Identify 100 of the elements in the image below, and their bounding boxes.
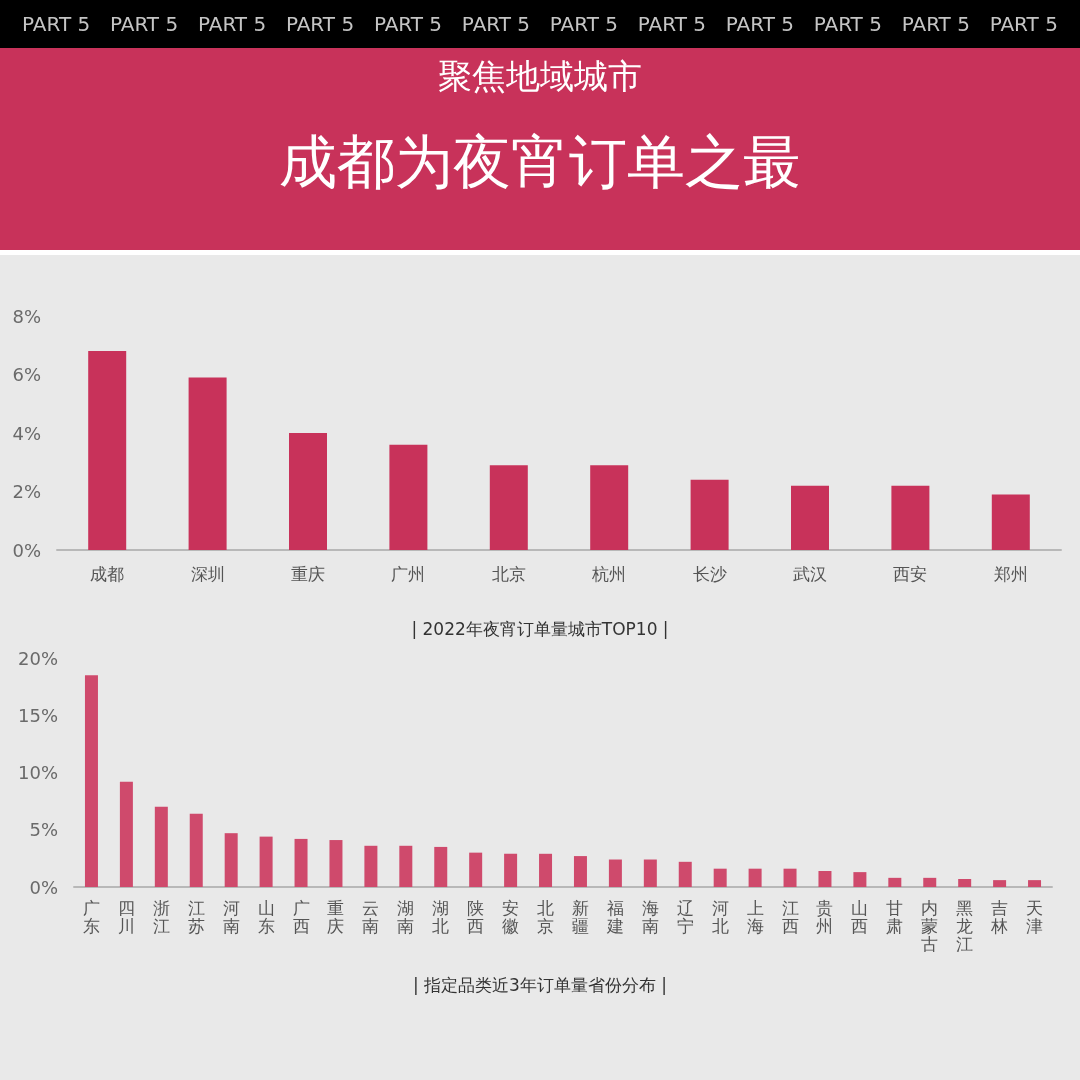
- bar: [958, 878, 972, 887]
- x-tick-label: 云南: [362, 898, 380, 936]
- x-tick-label: 四川: [117, 898, 135, 936]
- x-tick-label: 河北: [711, 898, 729, 936]
- x-tick-label: 广西: [292, 898, 310, 936]
- bar: [748, 868, 762, 887]
- bar: [329, 840, 343, 887]
- y-tick-label: 20%: [17, 647, 58, 669]
- x-tick-label: 吉林: [990, 898, 1009, 936]
- y-tick-label: 4%: [12, 422, 41, 444]
- bar: [783, 868, 797, 887]
- text: PART 5: [637, 12, 706, 36]
- bar: [224, 833, 238, 887]
- x-tick-label: 广东: [82, 898, 100, 936]
- bar: [469, 852, 483, 887]
- bar: [489, 465, 528, 550]
- x-tick-label: 河南: [222, 898, 240, 936]
- bar: [434, 846, 448, 887]
- bar: [259, 836, 273, 887]
- bar: [1028, 880, 1042, 887]
- x-tick-label: 杭州: [591, 564, 627, 584]
- x-tick-label: 西安: [893, 564, 928, 584]
- text: PART 5: [549, 12, 619, 36]
- text: PART 5: [109, 12, 179, 36]
- bar: [888, 877, 902, 887]
- x-tick-label: 山西: [851, 898, 869, 936]
- x-tick-label: 黑龙江: [956, 898, 974, 954]
- text: PART 5: [197, 12, 267, 36]
- text: PART 5: [813, 12, 882, 36]
- y-tick-label: 5%: [29, 819, 58, 841]
- bar: [364, 845, 378, 887]
- text: PART 5: [461, 12, 531, 36]
- bar: [690, 479, 729, 550]
- bar: [891, 485, 930, 550]
- x-tick-label: 湖南: [397, 898, 415, 936]
- x-tick-label: 海南: [641, 898, 659, 936]
- y-tick-label: 0%: [12, 539, 41, 561]
- x-tick-label: 贵州: [816, 898, 834, 936]
- x-tick-label: 辽宁: [676, 898, 694, 936]
- x-tick-label: 郑州: [993, 564, 1028, 584]
- text: | 指定品类近3年订单量省份分布 |: [412, 975, 668, 995]
- text: PART 5: [901, 12, 970, 36]
- bar: [590, 465, 629, 550]
- bar: [154, 806, 168, 887]
- bar: [713, 868, 727, 887]
- bar: [573, 856, 587, 887]
- x-tick-label: 陕西: [467, 898, 485, 936]
- text: PART 5: [22, 12, 91, 36]
- text: PART 5: [285, 12, 355, 36]
- bar: [678, 861, 692, 887]
- bar: [188, 377, 227, 550]
- x-tick-label: 山东: [257, 898, 275, 936]
- bar: [818, 870, 832, 887]
- x-tick-label: 重庆: [327, 898, 345, 936]
- bar: [88, 351, 127, 550]
- y-tick-label: 8%: [12, 305, 41, 327]
- bar: [608, 859, 622, 887]
- x-tick-label: 重庆: [291, 564, 325, 584]
- text: 聚焦地域城市: [437, 55, 643, 98]
- x-tick-label: 江苏: [187, 898, 205, 936]
- y-tick-label: 2%: [12, 481, 41, 502]
- bar: [389, 444, 428, 550]
- x-tick-label: 浙江: [152, 898, 170, 936]
- text: 成都为夜宵订单之最: [278, 127, 802, 198]
- bar: [993, 880, 1007, 887]
- bar: [84, 675, 98, 887]
- bar: [853, 872, 867, 887]
- x-tick-label: 江西: [781, 898, 799, 936]
- bar: [991, 494, 1030, 550]
- text: PART 5: [725, 12, 794, 36]
- bar: [539, 853, 553, 887]
- x-tick-label: 深圳: [190, 564, 225, 584]
- bar: [504, 853, 518, 887]
- x-tick-label: 内蒙古: [921, 898, 939, 954]
- bar: [189, 813, 203, 887]
- x-tick-label: 湖北: [432, 898, 450, 936]
- x-tick-label: 安徽: [502, 898, 520, 936]
- x-tick-label: 甘肃: [886, 898, 904, 936]
- x-tick-label: 北京: [537, 898, 555, 936]
- bar: [119, 781, 133, 887]
- x-tick-label: 北京: [491, 564, 526, 584]
- y-tick-label: 15%: [17, 704, 58, 726]
- x-tick-label: 长沙: [692, 564, 727, 584]
- y-tick-label: 6%: [12, 364, 41, 385]
- x-tick-label: 成都: [90, 564, 125, 584]
- text: PART 5: [989, 12, 1058, 36]
- bar: [399, 845, 413, 887]
- x-tick-label: 广州: [391, 564, 426, 584]
- text: | 2022年夜宵订单量城市TOP10 |: [411, 619, 669, 639]
- bar: [294, 838, 308, 887]
- bar: [923, 877, 937, 887]
- text: PART 5: [373, 12, 443, 36]
- x-tick-label: 天津: [1026, 898, 1044, 936]
- bar: [791, 485, 829, 550]
- x-tick-label: 福建: [605, 898, 624, 936]
- bar: [289, 433, 327, 550]
- y-tick-label: 10%: [17, 762, 58, 783]
- x-tick-label: 上海: [746, 898, 764, 936]
- bar: [643, 859, 657, 887]
- x-tick-label: 武汉: [793, 564, 827, 584]
